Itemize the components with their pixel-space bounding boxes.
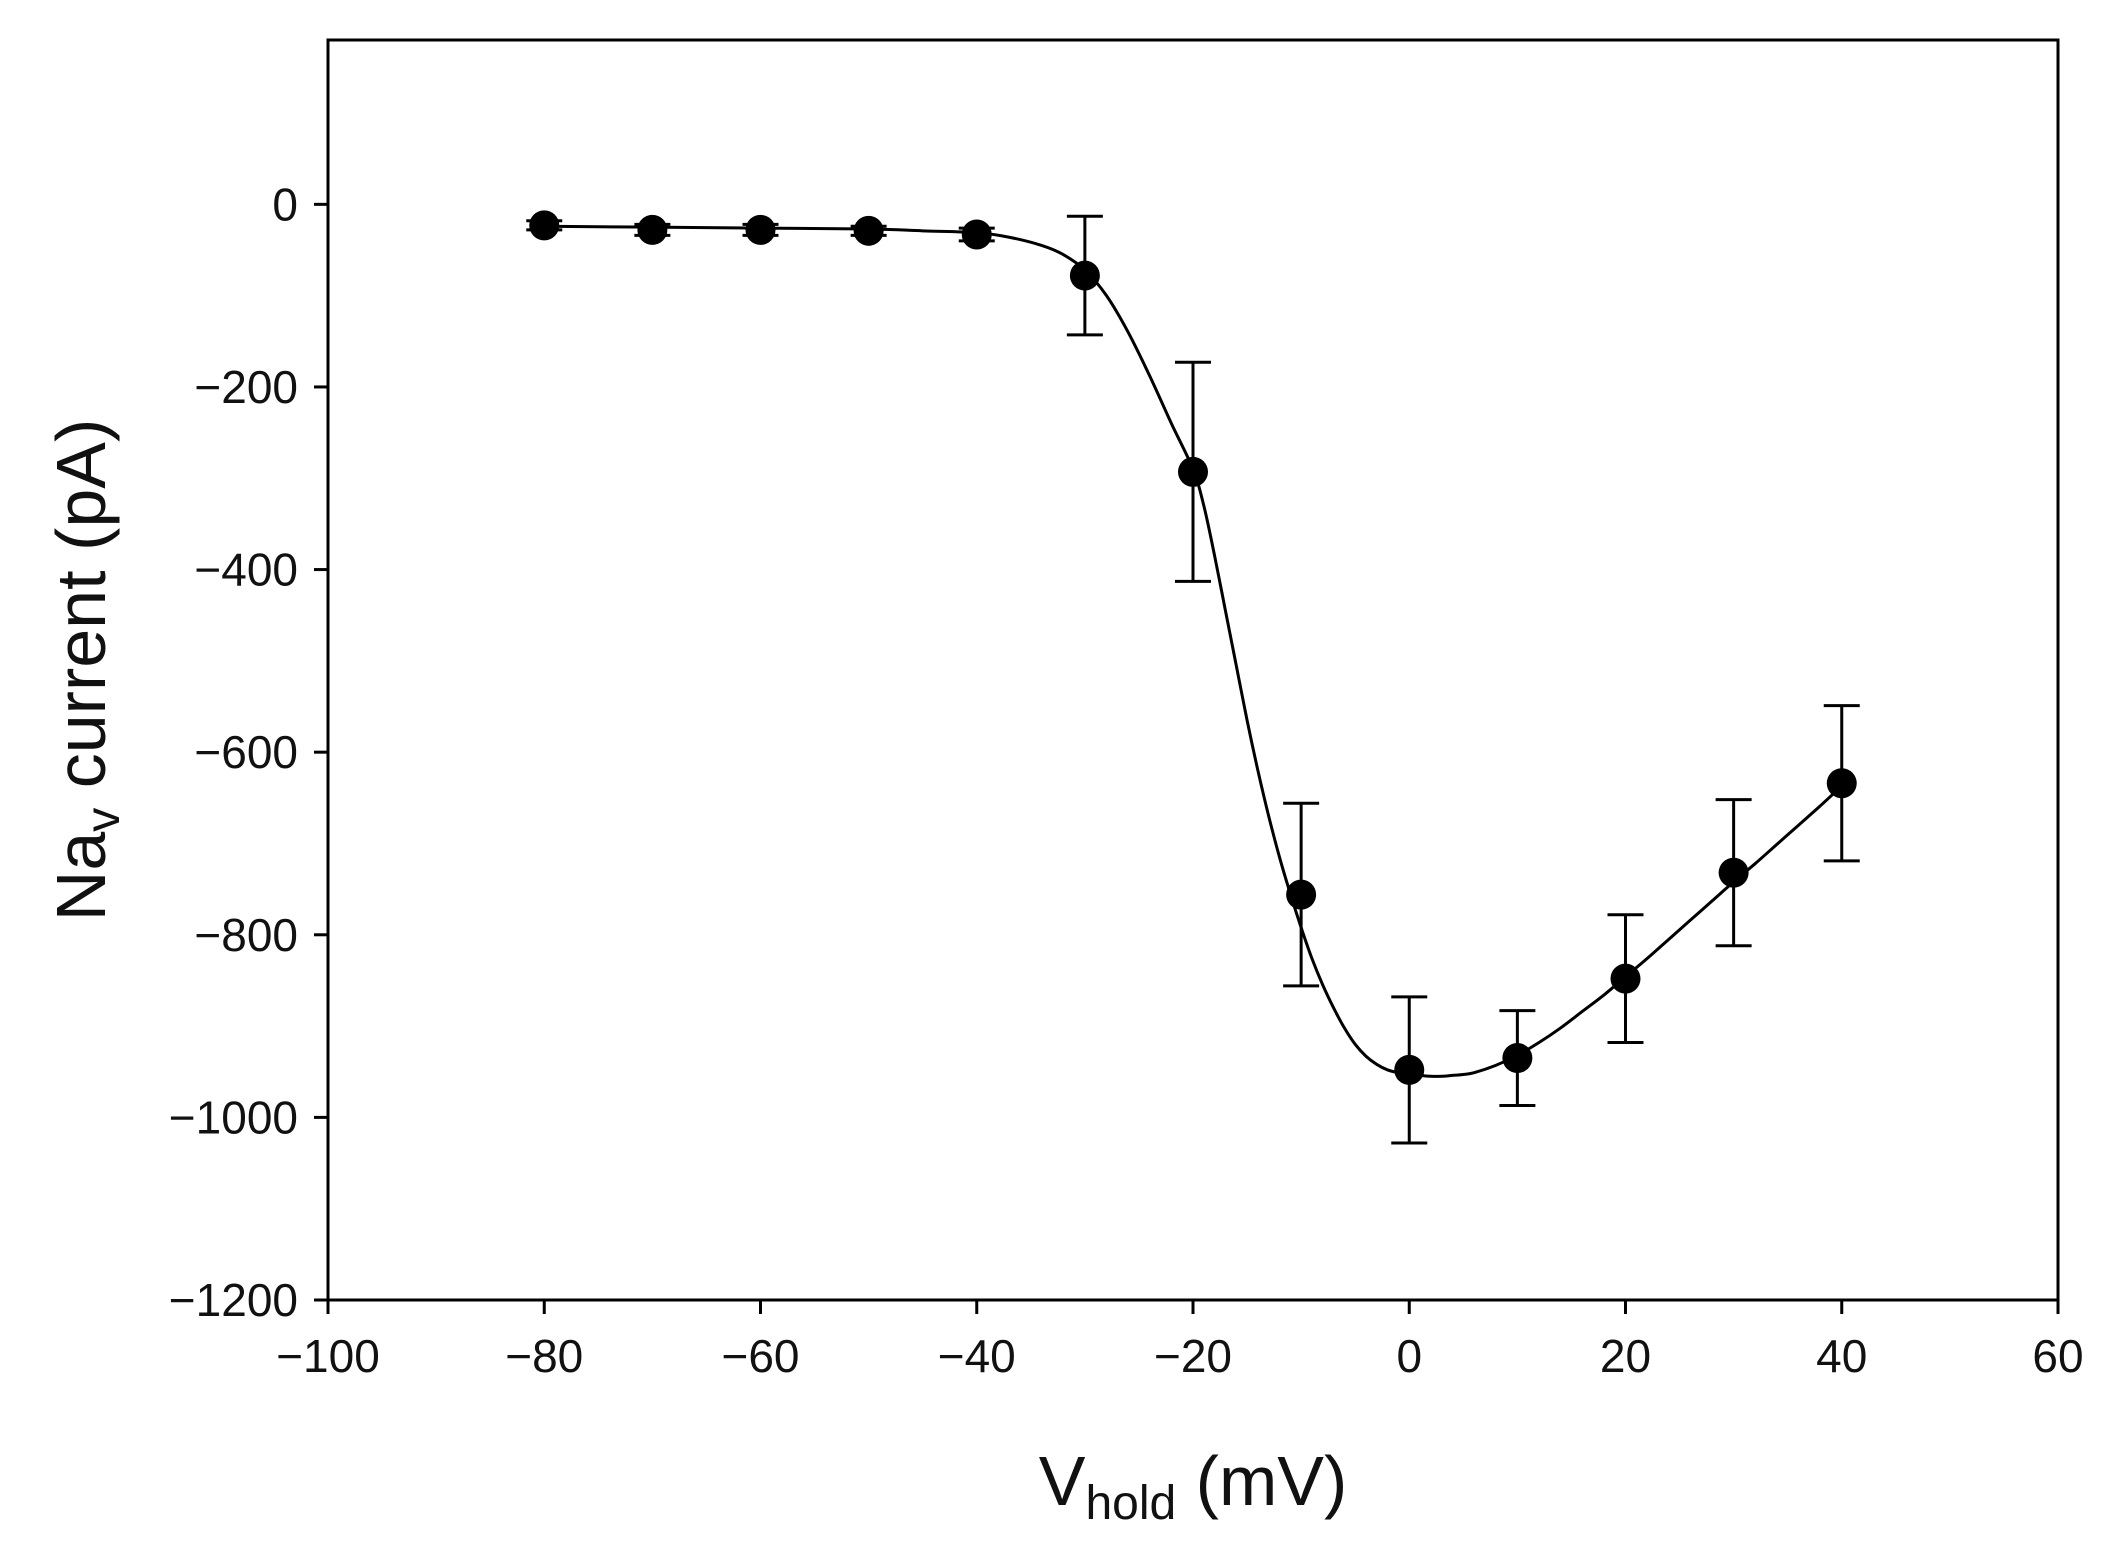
- data-point: [1069, 260, 1100, 291]
- data-point: [1394, 1054, 1425, 1085]
- y-tick-label: −600: [194, 726, 298, 778]
- y-tick-label: −1200: [169, 1274, 298, 1326]
- x-axis: −100 −80 −60 −40 −20 0 20 40 60: [276, 1300, 2084, 1382]
- x-tick-label: −100: [276, 1330, 380, 1382]
- x-tick-label: 60: [2032, 1330, 2083, 1382]
- x-tick-label: −80: [505, 1330, 583, 1382]
- data-point: [745, 214, 776, 245]
- data-point: [1826, 768, 1857, 799]
- y-tick-label: −200: [194, 361, 298, 413]
- x-axis-title: Vhold (mV): [1039, 1442, 1348, 1530]
- fit-curve: [544, 224, 1843, 1078]
- data-point: [1286, 879, 1317, 910]
- y-tick-label: −1000: [169, 1091, 298, 1143]
- y-tick-label: −400: [194, 544, 298, 596]
- y-tick-label: −800: [194, 909, 298, 961]
- y-axis: 0 −200 −400 −600 −800 −1000 −1200: [169, 178, 328, 1326]
- data-point: [1178, 456, 1208, 487]
- data-point: [1718, 857, 1749, 888]
- x-tick-label: −60: [721, 1330, 799, 1382]
- plot-frame: [326, 38, 2060, 1302]
- x-tick-label: 20: [1600, 1330, 1651, 1382]
- data-point: [961, 219, 992, 250]
- y-tick-label: 0: [272, 178, 298, 230]
- data-point: [637, 214, 668, 245]
- x-tick-label: −40: [938, 1330, 1016, 1382]
- data-points: [526, 210, 1860, 1145]
- x-tick-label: 40: [1816, 1330, 1867, 1382]
- data-point: [529, 210, 560, 241]
- y-axis-title: Nav current (pA): [42, 419, 130, 921]
- data-point: [853, 215, 884, 246]
- data-point: [1502, 1043, 1533, 1074]
- x-tick-label: −20: [1154, 1330, 1232, 1382]
- data-point: [1610, 963, 1641, 994]
- x-tick-label: 0: [1396, 1330, 1422, 1382]
